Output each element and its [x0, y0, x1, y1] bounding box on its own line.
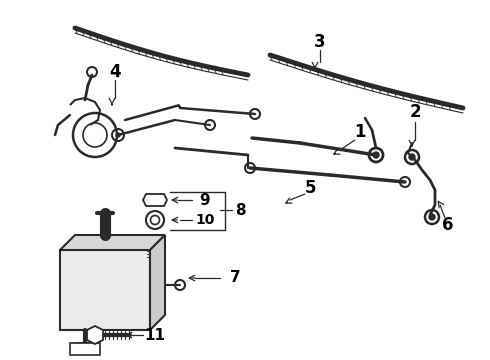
Text: 11: 11 [145, 328, 166, 342]
Circle shape [429, 214, 435, 220]
Text: 2: 2 [409, 103, 421, 121]
Circle shape [409, 154, 415, 160]
Text: 7: 7 [230, 270, 240, 285]
Polygon shape [143, 194, 167, 206]
Text: 8: 8 [235, 202, 245, 217]
Circle shape [373, 152, 379, 158]
FancyBboxPatch shape [60, 250, 150, 330]
Polygon shape [150, 235, 165, 330]
Text: 9: 9 [200, 193, 210, 207]
Text: 10: 10 [196, 213, 215, 227]
Text: 1: 1 [354, 123, 366, 141]
Circle shape [116, 133, 120, 137]
FancyBboxPatch shape [70, 343, 100, 355]
Text: 6: 6 [442, 216, 454, 234]
Polygon shape [87, 326, 103, 344]
Text: 3: 3 [314, 33, 326, 51]
Text: 4: 4 [109, 63, 121, 81]
Text: 5: 5 [304, 179, 316, 197]
Polygon shape [60, 235, 165, 250]
